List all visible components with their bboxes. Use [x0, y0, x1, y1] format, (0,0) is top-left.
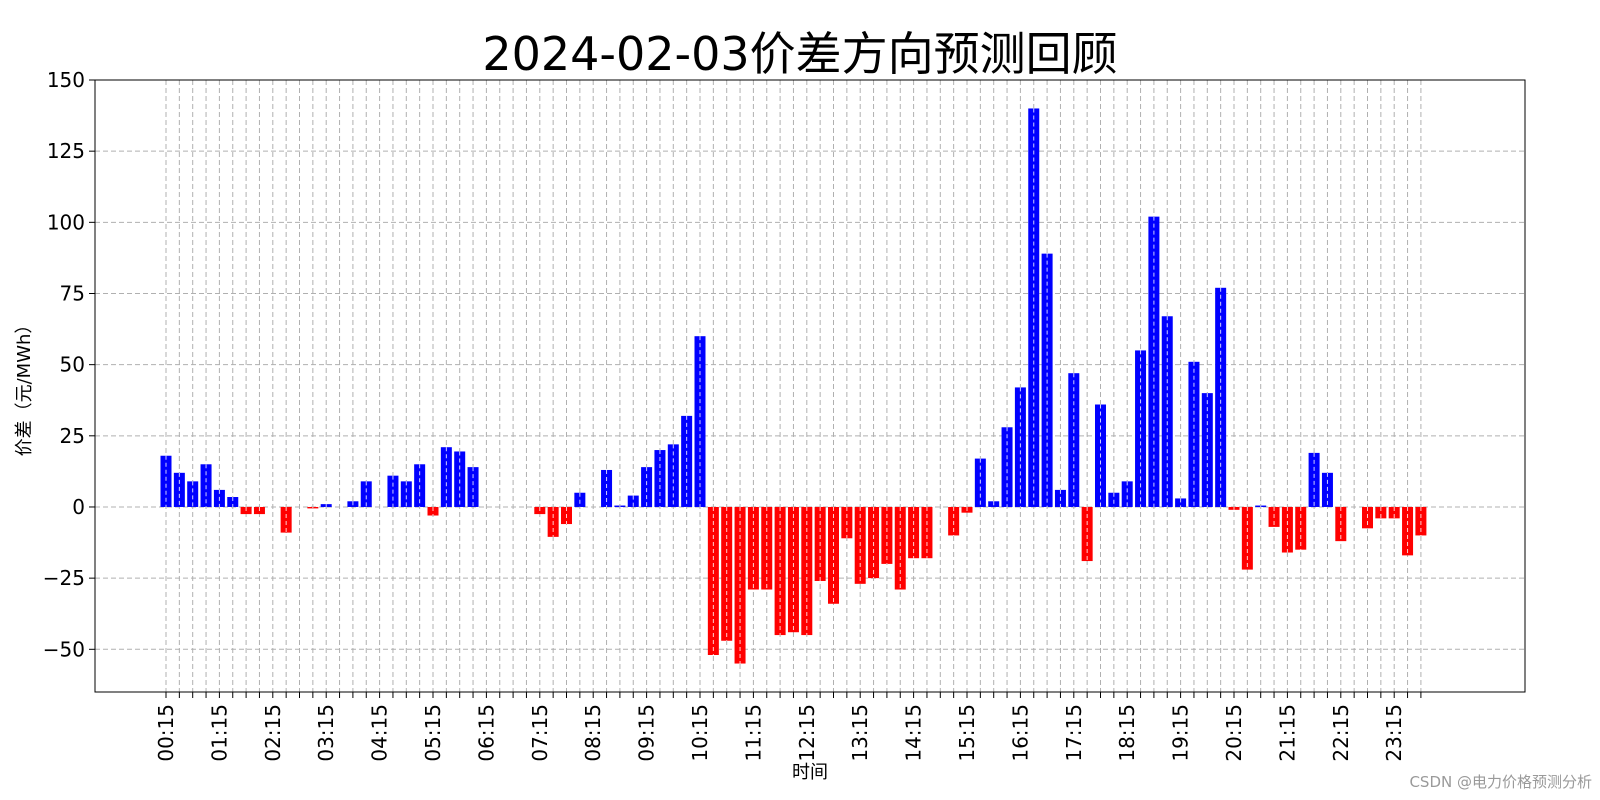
x-tick-label: 16:15	[1008, 704, 1032, 762]
watermark: CSDN @电力价格预测分析	[1409, 773, 1592, 791]
bar	[908, 506, 920, 559]
bar	[1308, 452, 1320, 507]
x-tick-label: 03:15	[314, 704, 338, 762]
x-tick-label: 05:15	[421, 704, 445, 762]
y-tick-label: 25	[60, 424, 85, 448]
bar	[921, 506, 933, 559]
bar	[1148, 216, 1160, 507]
chart-title: 2024-02-03价差方向预测回顾	[482, 27, 1117, 81]
y-tick-label: 150	[47, 68, 85, 92]
bar	[467, 467, 479, 507]
y-axis-label: 价差（元/MWh）	[14, 316, 35, 457]
y-tick-label: −50	[43, 637, 85, 661]
bar	[1001, 427, 1013, 507]
x-tick-label: 15:15	[955, 704, 979, 762]
bar	[641, 467, 653, 507]
x-tick-label: 02:15	[261, 704, 285, 762]
bar	[360, 481, 372, 507]
bar	[280, 506, 292, 533]
x-tick-label: 17:15	[1062, 704, 1086, 762]
x-tick-label: 13:15	[848, 704, 872, 762]
bar	[747, 506, 759, 590]
y-tick-label: 125	[47, 139, 85, 163]
bar	[627, 495, 639, 507]
bar	[1121, 481, 1133, 507]
x-tick-label: 20:15	[1222, 704, 1246, 762]
x-tick-label: 10:15	[688, 704, 712, 762]
y-tick-label: 75	[60, 281, 85, 305]
bar	[1388, 506, 1400, 519]
bar	[454, 451, 466, 507]
bar	[1161, 316, 1173, 507]
x-tick-label: 22:15	[1329, 704, 1353, 762]
x-tick-label: 23:15	[1382, 704, 1406, 762]
y-axis: 150 125 100 75 50 25 0 −25 −50	[43, 68, 95, 661]
bar	[400, 481, 412, 507]
bar	[1175, 498, 1187, 507]
bar	[160, 455, 172, 507]
x-tick-label: 14:15	[902, 704, 926, 762]
bar	[227, 497, 239, 507]
bar	[187, 481, 199, 507]
bars	[160, 108, 1427, 664]
bar	[787, 506, 799, 633]
x-tick-label: 12:15	[795, 704, 819, 762]
x-tick-label: 00:15	[154, 704, 178, 762]
bar	[894, 506, 906, 590]
bar	[1215, 287, 1227, 507]
y-tick-label: −25	[43, 566, 85, 590]
x-axis: 00:15 01:15 02:15 03:15 04:15 05:15 06:15 07:15…	[154, 692, 1422, 762]
y-tick-label: 0	[72, 495, 85, 519]
plot-frame	[94, 79, 1526, 693]
bar	[427, 506, 439, 516]
x-axis-label: 时间	[792, 762, 828, 783]
y-tick-label: 50	[60, 353, 85, 377]
bar	[601, 469, 613, 507]
bar	[1081, 506, 1093, 562]
x-tick-label: 09:15	[635, 704, 659, 762]
x-tick-label: 08:15	[581, 704, 605, 762]
x-tick-label: 11:15	[741, 704, 765, 762]
y-tick-label: 100	[47, 210, 85, 234]
x-tick-label: 06:15	[474, 704, 498, 762]
bar	[707, 506, 719, 655]
bar	[761, 506, 773, 590]
x-tick-label: 04:15	[368, 704, 392, 762]
x-tick-label: 19:15	[1169, 704, 1193, 762]
x-tick-label: 07:15	[528, 704, 552, 762]
bar	[828, 506, 839, 604]
x-tick-label: 21:15	[1275, 704, 1299, 762]
x-tick-label: 18:15	[1115, 704, 1139, 762]
bar	[1375, 506, 1387, 519]
x-tick-label: 01:15	[207, 704, 231, 762]
